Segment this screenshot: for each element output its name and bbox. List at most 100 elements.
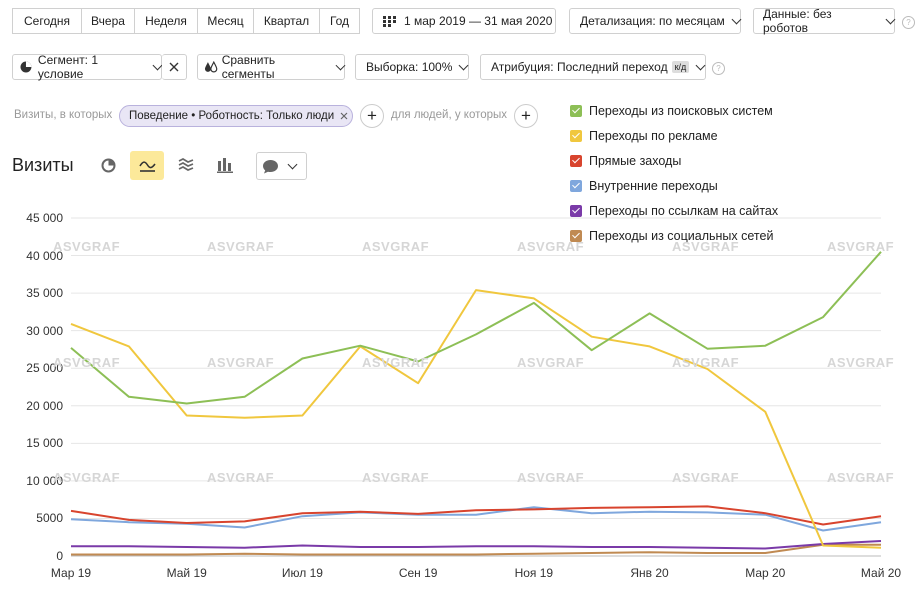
sample-dropdown[interactable]: Выборка: 100% — [355, 54, 469, 80]
comment-icon — [263, 159, 278, 173]
x-tick-label: Май 19 — [166, 566, 207, 580]
series-line[interactable] — [70, 505, 882, 526]
y-tick-label: 25 000 — [26, 361, 63, 376]
watermark: ASVGRAF — [672, 239, 740, 254]
segment-condition-chip[interactable]: Поведение • Роботность: Только люди — [119, 105, 353, 127]
checkbox-checked-icon[interactable] — [570, 180, 582, 192]
add-visit-condition-button[interactable]: + — [360, 104, 384, 128]
legend-item[interactable]: Переходы из поисковых систем — [570, 104, 773, 118]
segment-clear-button[interactable] — [162, 54, 187, 80]
watermark: ASVGRAF — [517, 470, 585, 485]
legend-label: Переходы из поисковых систем — [589, 104, 773, 118]
area-chart-icon[interactable] — [175, 154, 197, 176]
y-tick-label: 40 000 — [26, 248, 63, 263]
legend-item[interactable]: Внутренние переходы — [570, 179, 718, 193]
y-tick-label: 10 000 — [26, 473, 63, 488]
watermark: ASVGRAF — [53, 355, 121, 370]
date-range-label: 1 мар 2019 — 31 мая 2020 — [404, 14, 553, 28]
sample-label: Выборка: 100% — [366, 60, 453, 74]
period-quarter[interactable]: Квартал — [254, 8, 320, 34]
period-yesterday[interactable]: Вчера — [82, 8, 135, 34]
legend-item[interactable]: Прямые заходы — [570, 154, 681, 168]
segment-dropdown[interactable]: Сегмент: 1 условие — [12, 53, 163, 81]
help-icon[interactable]: ? — [712, 62, 725, 75]
x-tick-label: Июл 19 — [281, 566, 323, 580]
legend-label: Переходы по рекламе — [589, 129, 718, 143]
x-tick-label: Мар 19 — [50, 566, 92, 580]
watermark: ASVGRAF — [362, 470, 430, 485]
y-tick-label: 0 — [56, 549, 63, 563]
y-tick-label: 20 000 — [26, 398, 63, 413]
compare-segments-dropdown[interactable]: Сравнить сегменты — [197, 53, 346, 81]
series-line[interactable] — [70, 251, 882, 405]
period-month[interactable]: Месяц — [198, 8, 254, 34]
calendar-icon — [383, 15, 396, 27]
attribution-badge: к/д — [671, 61, 690, 73]
legend-label: Внутренние переходы — [589, 179, 718, 193]
y-tick-label: 45 000 — [26, 211, 63, 225]
watermark: ASVGRAF — [827, 239, 895, 254]
series-line[interactable] — [70, 289, 882, 549]
watermark: ASVGRAF — [827, 470, 895, 485]
watermark: ASVGRAF — [517, 355, 585, 370]
checkbox-checked-icon[interactable] — [570, 155, 582, 167]
watermark: ASVGRAF — [517, 239, 585, 254]
help-icon[interactable]: ? — [902, 16, 915, 29]
data-filter-dropdown[interactable]: Данные: без роботов — [753, 7, 896, 35]
x-tick-label: Мар 20 — [745, 566, 786, 580]
checkbox-checked-icon[interactable] — [570, 130, 582, 142]
add-people-condition-button[interactable]: + — [514, 104, 538, 128]
compare-label: Сравнить сегменты — [221, 53, 276, 81]
watermark: ASVGRAF — [672, 355, 740, 370]
line-chart-icon[interactable] — [130, 151, 164, 180]
series-line[interactable] — [71, 543, 881, 556]
watermark: ASVGRAF — [362, 239, 430, 254]
checkbox-checked-icon[interactable] — [570, 205, 582, 217]
legend-item[interactable]: Переходы из социальных сетей — [570, 229, 773, 243]
bar-chart-icon[interactable] — [214, 154, 236, 176]
attribution-label: Атрибуция: Последний переход — [491, 60, 668, 74]
checkbox-checked-icon[interactable] — [570, 230, 582, 242]
watermark: ASVGRAF — [53, 239, 121, 254]
y-tick-label: 35 000 — [26, 286, 63, 301]
watermark: ASVGRAF — [672, 470, 740, 485]
series-line[interactable] — [70, 506, 882, 532]
x-tick-label: Сен 19 — [398, 566, 438, 580]
data-filter-label: Данные: без роботов — [763, 7, 832, 35]
x-tick-label: Ноя 19 — [514, 566, 554, 580]
close-icon[interactable] — [340, 112, 348, 120]
compare-drops-icon — [204, 61, 218, 73]
attribution-dropdown[interactable]: Атрибуция: Последний переход к/д — [480, 54, 706, 80]
period-week[interactable]: Неделя — [135, 8, 198, 34]
detail-dropdown[interactable]: Детализация: по месяцам — [569, 8, 742, 34]
watermark: ASVGRAF — [207, 470, 275, 485]
watermark: ASVGRAF — [827, 355, 895, 370]
y-tick-label: 30 000 — [26, 323, 63, 338]
chip-label: Поведение • Роботность: Только люди — [129, 110, 335, 122]
legend-label: Прямые заходы — [589, 154, 682, 168]
legend-label: Переходы по ссылкам на сайтах — [589, 204, 779, 218]
y-tick-label: 15 000 — [26, 436, 63, 451]
x-tick-label: Янв 20 — [630, 566, 669, 580]
period-today[interactable]: Сегодня — [12, 8, 82, 34]
y-tick-label: 5000 — [36, 511, 63, 526]
watermark: ASVGRAF — [362, 355, 430, 370]
legend-item[interactable]: Переходы по рекламе — [570, 129, 718, 143]
watermark: ASVGRAF — [207, 355, 275, 370]
chart-title: Визиты — [12, 155, 74, 175]
segment-pie-icon — [20, 61, 32, 73]
checkbox-checked-icon[interactable] — [570, 105, 582, 117]
watermark: ASVGRAF — [53, 470, 121, 485]
x-tick-label: Май 20 — [860, 566, 902, 580]
annotations-dropdown[interactable] — [256, 152, 307, 180]
pie-chart-icon[interactable] — [97, 154, 119, 176]
period-year[interactable]: Год — [320, 8, 360, 34]
visits-condition-label: Визиты, в которых — [14, 109, 113, 121]
close-icon — [169, 62, 179, 72]
date-range-button[interactable]: 1 мар 2019 — 31 мая 2020 — [372, 8, 556, 34]
series-line[interactable] — [71, 540, 882, 550]
legend-item[interactable]: Переходы по ссылкам на сайтах — [570, 204, 778, 218]
detail-label: Детализация: по месяцам — [580, 14, 725, 28]
segment-label: Сегмент: 1 условие — [37, 53, 99, 81]
